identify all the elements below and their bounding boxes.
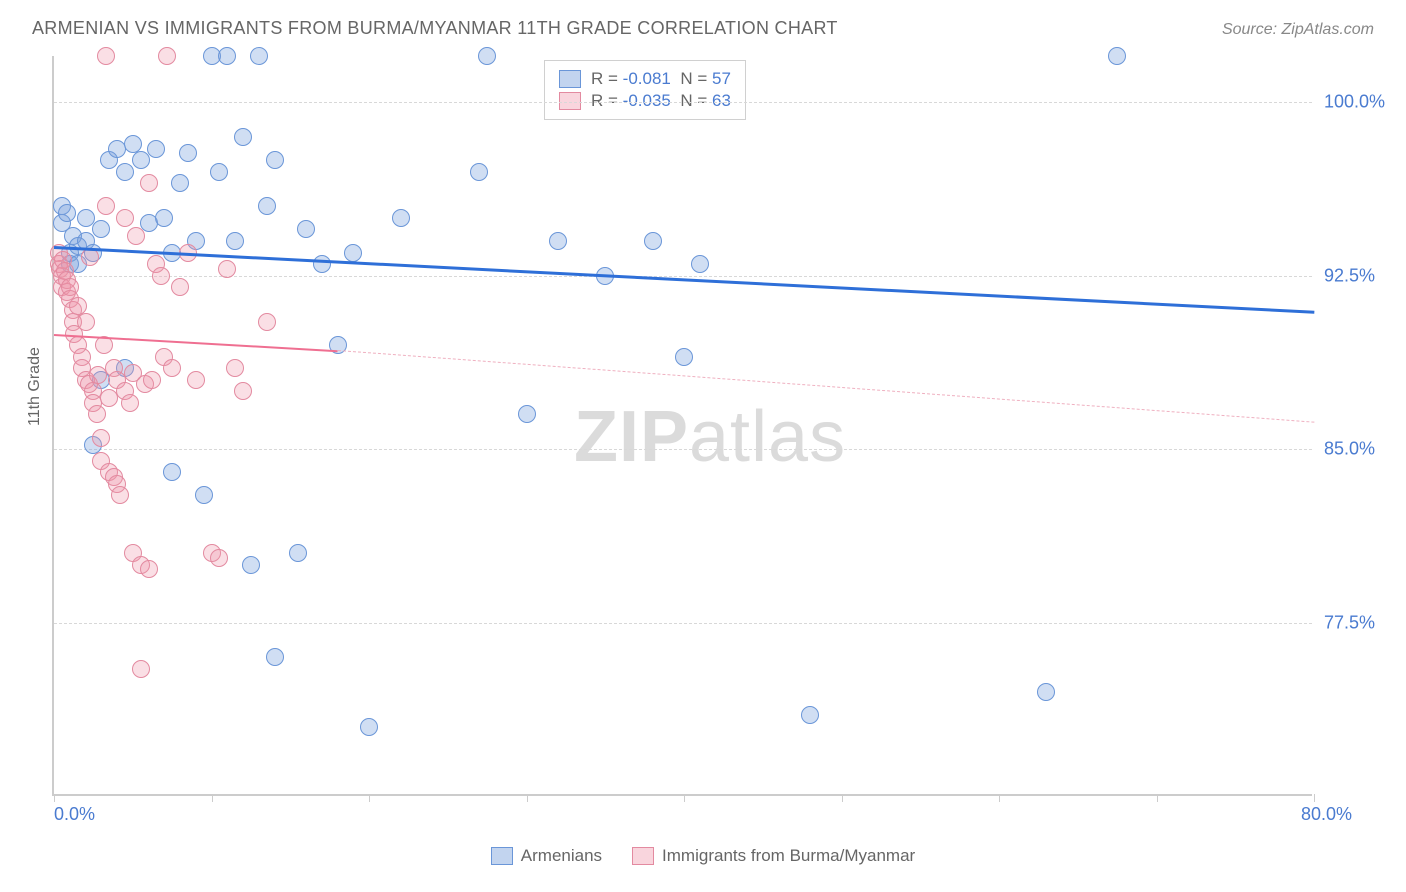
x-tick (212, 794, 213, 802)
data-point (127, 227, 145, 245)
correlation-legend: R = -0.081 N = 57 R = -0.035 N = 63 (544, 60, 746, 120)
data-point (266, 648, 284, 666)
x-min-label: 0.0% (54, 804, 95, 825)
x-tick (684, 794, 685, 802)
x-tick (1157, 794, 1158, 802)
data-point (121, 394, 139, 412)
data-point (250, 47, 268, 65)
legend-item-burma: Immigrants from Burma/Myanmar (632, 846, 915, 866)
data-point (158, 47, 176, 65)
data-point (691, 255, 709, 273)
swatch-pink-icon (632, 847, 654, 865)
data-point (195, 486, 213, 504)
data-point (289, 544, 307, 562)
data-point (518, 405, 536, 423)
legend-row-burma: R = -0.035 N = 63 (559, 91, 731, 111)
data-point (226, 359, 244, 377)
swatch-blue (559, 70, 581, 88)
data-point (152, 267, 170, 285)
data-point (478, 47, 496, 65)
x-tick (527, 794, 528, 802)
data-point (258, 197, 276, 215)
data-point (111, 486, 129, 504)
data-point (210, 549, 228, 567)
data-point (266, 151, 284, 169)
data-point (801, 706, 819, 724)
y-axis-title: 11th Grade (26, 347, 44, 426)
data-point (92, 220, 110, 238)
x-tick (54, 794, 55, 802)
data-point (140, 560, 158, 578)
y-tick-label: 100.0% (1324, 92, 1385, 113)
data-point (234, 128, 252, 146)
data-point (97, 197, 115, 215)
data-point (470, 163, 488, 181)
data-point (313, 255, 331, 273)
data-point (218, 260, 236, 278)
y-tick-label: 77.5% (1324, 612, 1375, 633)
data-point (210, 163, 228, 181)
legend-row-armenians: R = -0.081 N = 57 (559, 69, 731, 89)
data-point (97, 47, 115, 65)
data-point (132, 151, 150, 169)
data-point (179, 144, 197, 162)
data-point (171, 174, 189, 192)
data-point (549, 232, 567, 250)
data-point (644, 232, 662, 250)
legend-item-armenians: Armenians (491, 846, 602, 866)
gridline (54, 102, 1312, 103)
watermark: ZIPatlas (574, 396, 846, 478)
data-point (297, 220, 315, 238)
data-point (163, 359, 181, 377)
data-point (675, 348, 693, 366)
data-point (242, 556, 260, 574)
gridline (54, 276, 1312, 277)
data-point (226, 232, 244, 250)
trend-line (337, 350, 1314, 423)
x-tick (999, 794, 1000, 802)
data-point (360, 718, 378, 736)
trend-line (54, 246, 1314, 314)
gridline (54, 449, 1312, 450)
data-point (132, 660, 150, 678)
data-point (116, 209, 134, 227)
gridline (54, 623, 1312, 624)
swatch-blue-icon (491, 847, 513, 865)
data-point (344, 244, 362, 262)
data-point (58, 204, 76, 222)
y-tick-label: 92.5% (1324, 265, 1375, 286)
data-point (155, 209, 173, 227)
y-tick-label: 85.0% (1324, 439, 1375, 460)
data-point (88, 405, 106, 423)
data-point (187, 371, 205, 389)
data-point (392, 209, 410, 227)
scatter-plot: 11th Grade ZIPatlas R = -0.081 N = 57 R … (52, 56, 1312, 796)
x-max-label: 80.0% (1301, 804, 1352, 825)
data-point (1037, 683, 1055, 701)
data-point (163, 463, 181, 481)
data-point (143, 371, 161, 389)
x-tick (1314, 794, 1315, 802)
data-point (147, 140, 165, 158)
chart-title: ARMENIAN VS IMMIGRANTS FROM BURMA/MYANMA… (32, 18, 838, 39)
data-point (218, 47, 236, 65)
data-point (258, 313, 276, 331)
x-tick (842, 794, 843, 802)
data-point (234, 382, 252, 400)
data-point (116, 163, 134, 181)
series-legend: Armenians Immigrants from Burma/Myanmar (0, 846, 1406, 866)
source-label: Source: ZipAtlas.com (1222, 21, 1374, 39)
data-point (92, 429, 110, 447)
data-point (171, 278, 189, 296)
data-point (77, 313, 95, 331)
swatch-pink (559, 92, 581, 110)
x-tick (369, 794, 370, 802)
data-point (140, 174, 158, 192)
data-point (1108, 47, 1126, 65)
data-point (77, 209, 95, 227)
